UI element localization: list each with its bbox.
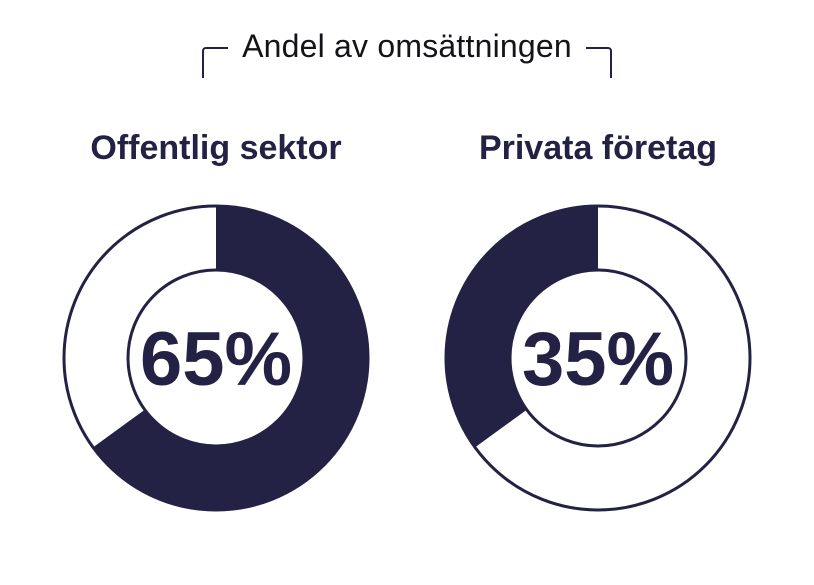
donut-wedge xyxy=(93,205,368,510)
donut-chart-offentlig-sektor: Offentlig sektor 65% xyxy=(61,128,371,513)
chart-heading: Offentlig sektor xyxy=(90,129,342,167)
donut-wedge xyxy=(446,205,598,448)
donut-inner-circle xyxy=(126,268,306,448)
chart-title: Andel av omsättningen xyxy=(242,28,572,64)
donut-svg: 35% xyxy=(444,204,752,512)
donut-outer-outline xyxy=(444,204,752,512)
donut-inner-circle xyxy=(508,268,688,448)
donut-chart-privata-foretag: Privata företag 35% xyxy=(443,128,753,513)
donut-center-value: 65% xyxy=(140,317,292,402)
title-bracket-left-icon xyxy=(202,47,229,78)
chart-title-group: Andel av omsättningen xyxy=(0,26,814,78)
infographic-canvas: Andel av omsättningen Offentlig sektor 6… xyxy=(0,26,814,585)
chart-heading: Privata företag xyxy=(478,129,718,167)
donut-outer-outline xyxy=(62,204,370,512)
donut-center-value: 35% xyxy=(522,317,674,402)
title-bracket-right-icon xyxy=(585,47,612,78)
donut-svg: 65% xyxy=(62,204,370,512)
charts-row: Offentlig sektor 65% Privata företag 35% xyxy=(0,128,814,513)
